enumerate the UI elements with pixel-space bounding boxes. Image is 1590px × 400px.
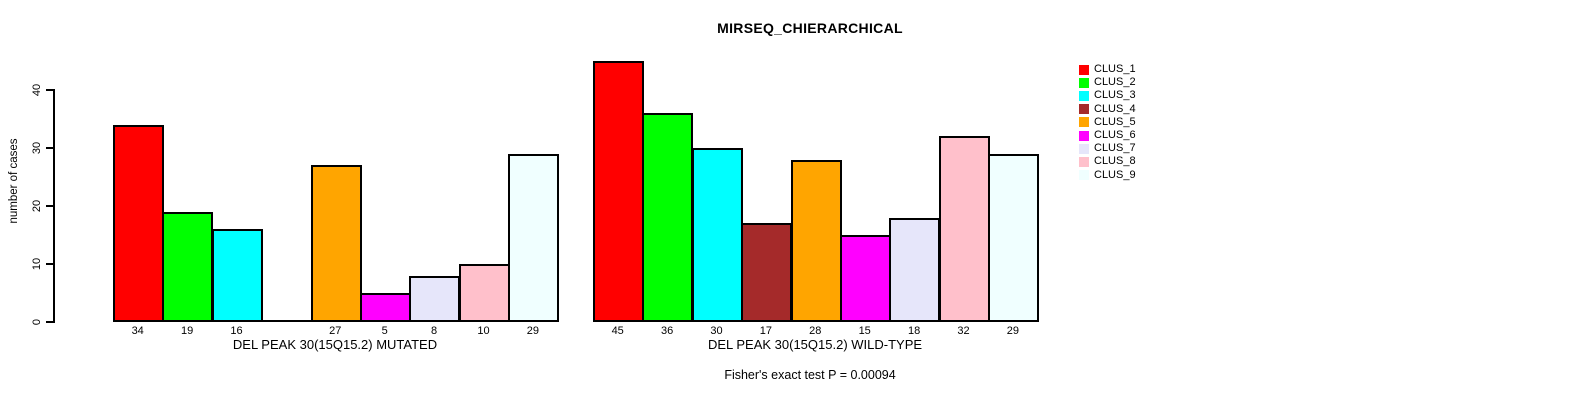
legend-row: CLUS_6	[1079, 129, 1136, 142]
legend-label: CLUS_7	[1094, 142, 1136, 155]
y-tick	[46, 89, 53, 91]
legend-label: CLUS_5	[1094, 115, 1136, 128]
y-tick-label: 40	[31, 83, 43, 97]
bar-value-label: 19	[180, 325, 194, 337]
legend-row: CLUS_2	[1079, 76, 1136, 89]
bar-value-label: 29	[526, 325, 540, 337]
legend-label: CLUS_2	[1094, 76, 1136, 89]
bar-value-label: 18	[907, 325, 921, 337]
bar-clus_5-mutated	[311, 165, 362, 322]
legend-swatch	[1079, 130, 1089, 141]
y-tick	[46, 205, 53, 207]
y-tick-label: 20	[31, 199, 43, 213]
bar-clus_2-wild-type	[642, 113, 693, 322]
bar-value-label: 8	[431, 325, 438, 337]
legend-swatch	[1079, 117, 1089, 128]
bar-value-label: 34	[131, 325, 144, 337]
bar-clus_3-mutated	[212, 229, 263, 322]
x-axis-label-wildtype: DEL PEAK 30(15Q15.2) WILD-TYPE	[707, 337, 923, 352]
legend-row: CLUS_3	[1079, 89, 1136, 102]
legend-row: CLUS_7	[1079, 142, 1136, 155]
bar-value-label: 15	[858, 325, 871, 337]
bar-value-label: 30	[710, 325, 723, 337]
bar-value-label: 32	[957, 325, 970, 337]
y-tick	[46, 147, 53, 149]
legend-label: CLUS_6	[1094, 129, 1136, 142]
legend-swatch	[1079, 90, 1089, 101]
chart-title: MIRSEQ_CHIERARCHICAL	[717, 20, 903, 36]
legend-row: CLUS_5	[1079, 116, 1136, 129]
legend-row: CLUS_9	[1079, 169, 1136, 182]
legend-swatch	[1079, 170, 1089, 181]
legend-swatch	[1079, 143, 1089, 154]
bar-clus_6-wild-type	[840, 235, 891, 322]
bar-value-label: 45	[611, 325, 624, 337]
legend-swatch	[1079, 104, 1089, 115]
zero-bar-clus_4-mutated	[261, 320, 312, 322]
legend-swatch	[1079, 77, 1089, 88]
bar-value-label: 29	[1006, 325, 1020, 337]
bar-clus_9-mutated	[508, 154, 559, 322]
legend-swatch	[1079, 156, 1089, 167]
bar-value-label: 17	[759, 325, 773, 337]
bar-clus_3-wild-type	[692, 148, 743, 322]
y-axis-line	[53, 89, 55, 323]
fisher-test-note: Fisher's exact test P = 0.00094	[724, 368, 896, 382]
y-tick-label: 30	[31, 141, 43, 155]
bar-value-label: 16	[230, 325, 243, 337]
bar-clus_8-wild-type	[939, 136, 990, 322]
bar-value-label: 10	[477, 325, 490, 337]
y-axis-title: number of cases	[8, 138, 20, 224]
bar-clus_2-mutated	[162, 212, 213, 322]
y-tick	[46, 321, 53, 323]
bar-value-label: 5	[381, 325, 388, 337]
legend: CLUS_1 CLUS_2 CLUS_3 CLUS_4 CLUS_5 CLUS_6 CLUS…	[1079, 63, 1136, 182]
bar-clus_9-wild-type	[988, 154, 1039, 322]
legend-label: CLUS_8	[1094, 155, 1136, 168]
bar-clus_4-wild-type	[741, 223, 792, 322]
legend-row: CLUS_1	[1079, 63, 1136, 76]
y-tick-label: 10	[31, 257, 43, 271]
bar-clus_7-mutated	[409, 276, 460, 322]
legend-label: CLUS_3	[1094, 89, 1136, 102]
y-tick	[46, 263, 53, 265]
bar-clus_7-wild-type	[889, 218, 940, 322]
y-tick-label: 0	[31, 318, 43, 326]
legend-label: CLUS_9	[1094, 168, 1136, 181]
bar-value-label: 36	[660, 325, 674, 337]
legend-row: CLUS_8	[1079, 155, 1136, 168]
bar-value-label: 27	[329, 325, 342, 337]
bar-clus_1-wild-type	[593, 61, 644, 322]
legend-label: CLUS_1	[1094, 63, 1136, 76]
bar-clus_6-mutated	[360, 293, 411, 322]
x-axis-label-mutated: DEL PEAK 30(15Q15.2) MUTATED	[232, 337, 438, 352]
legend-row: CLUS_4	[1079, 103, 1136, 116]
bar-value-label: 28	[809, 325, 822, 337]
bar-clus_5-wild-type	[791, 160, 842, 322]
bar-clus_1-mutated	[113, 125, 164, 322]
legend-swatch	[1079, 64, 1089, 75]
bar-clus_8-mutated	[459, 264, 510, 322]
legend-label: CLUS_4	[1094, 102, 1136, 115]
